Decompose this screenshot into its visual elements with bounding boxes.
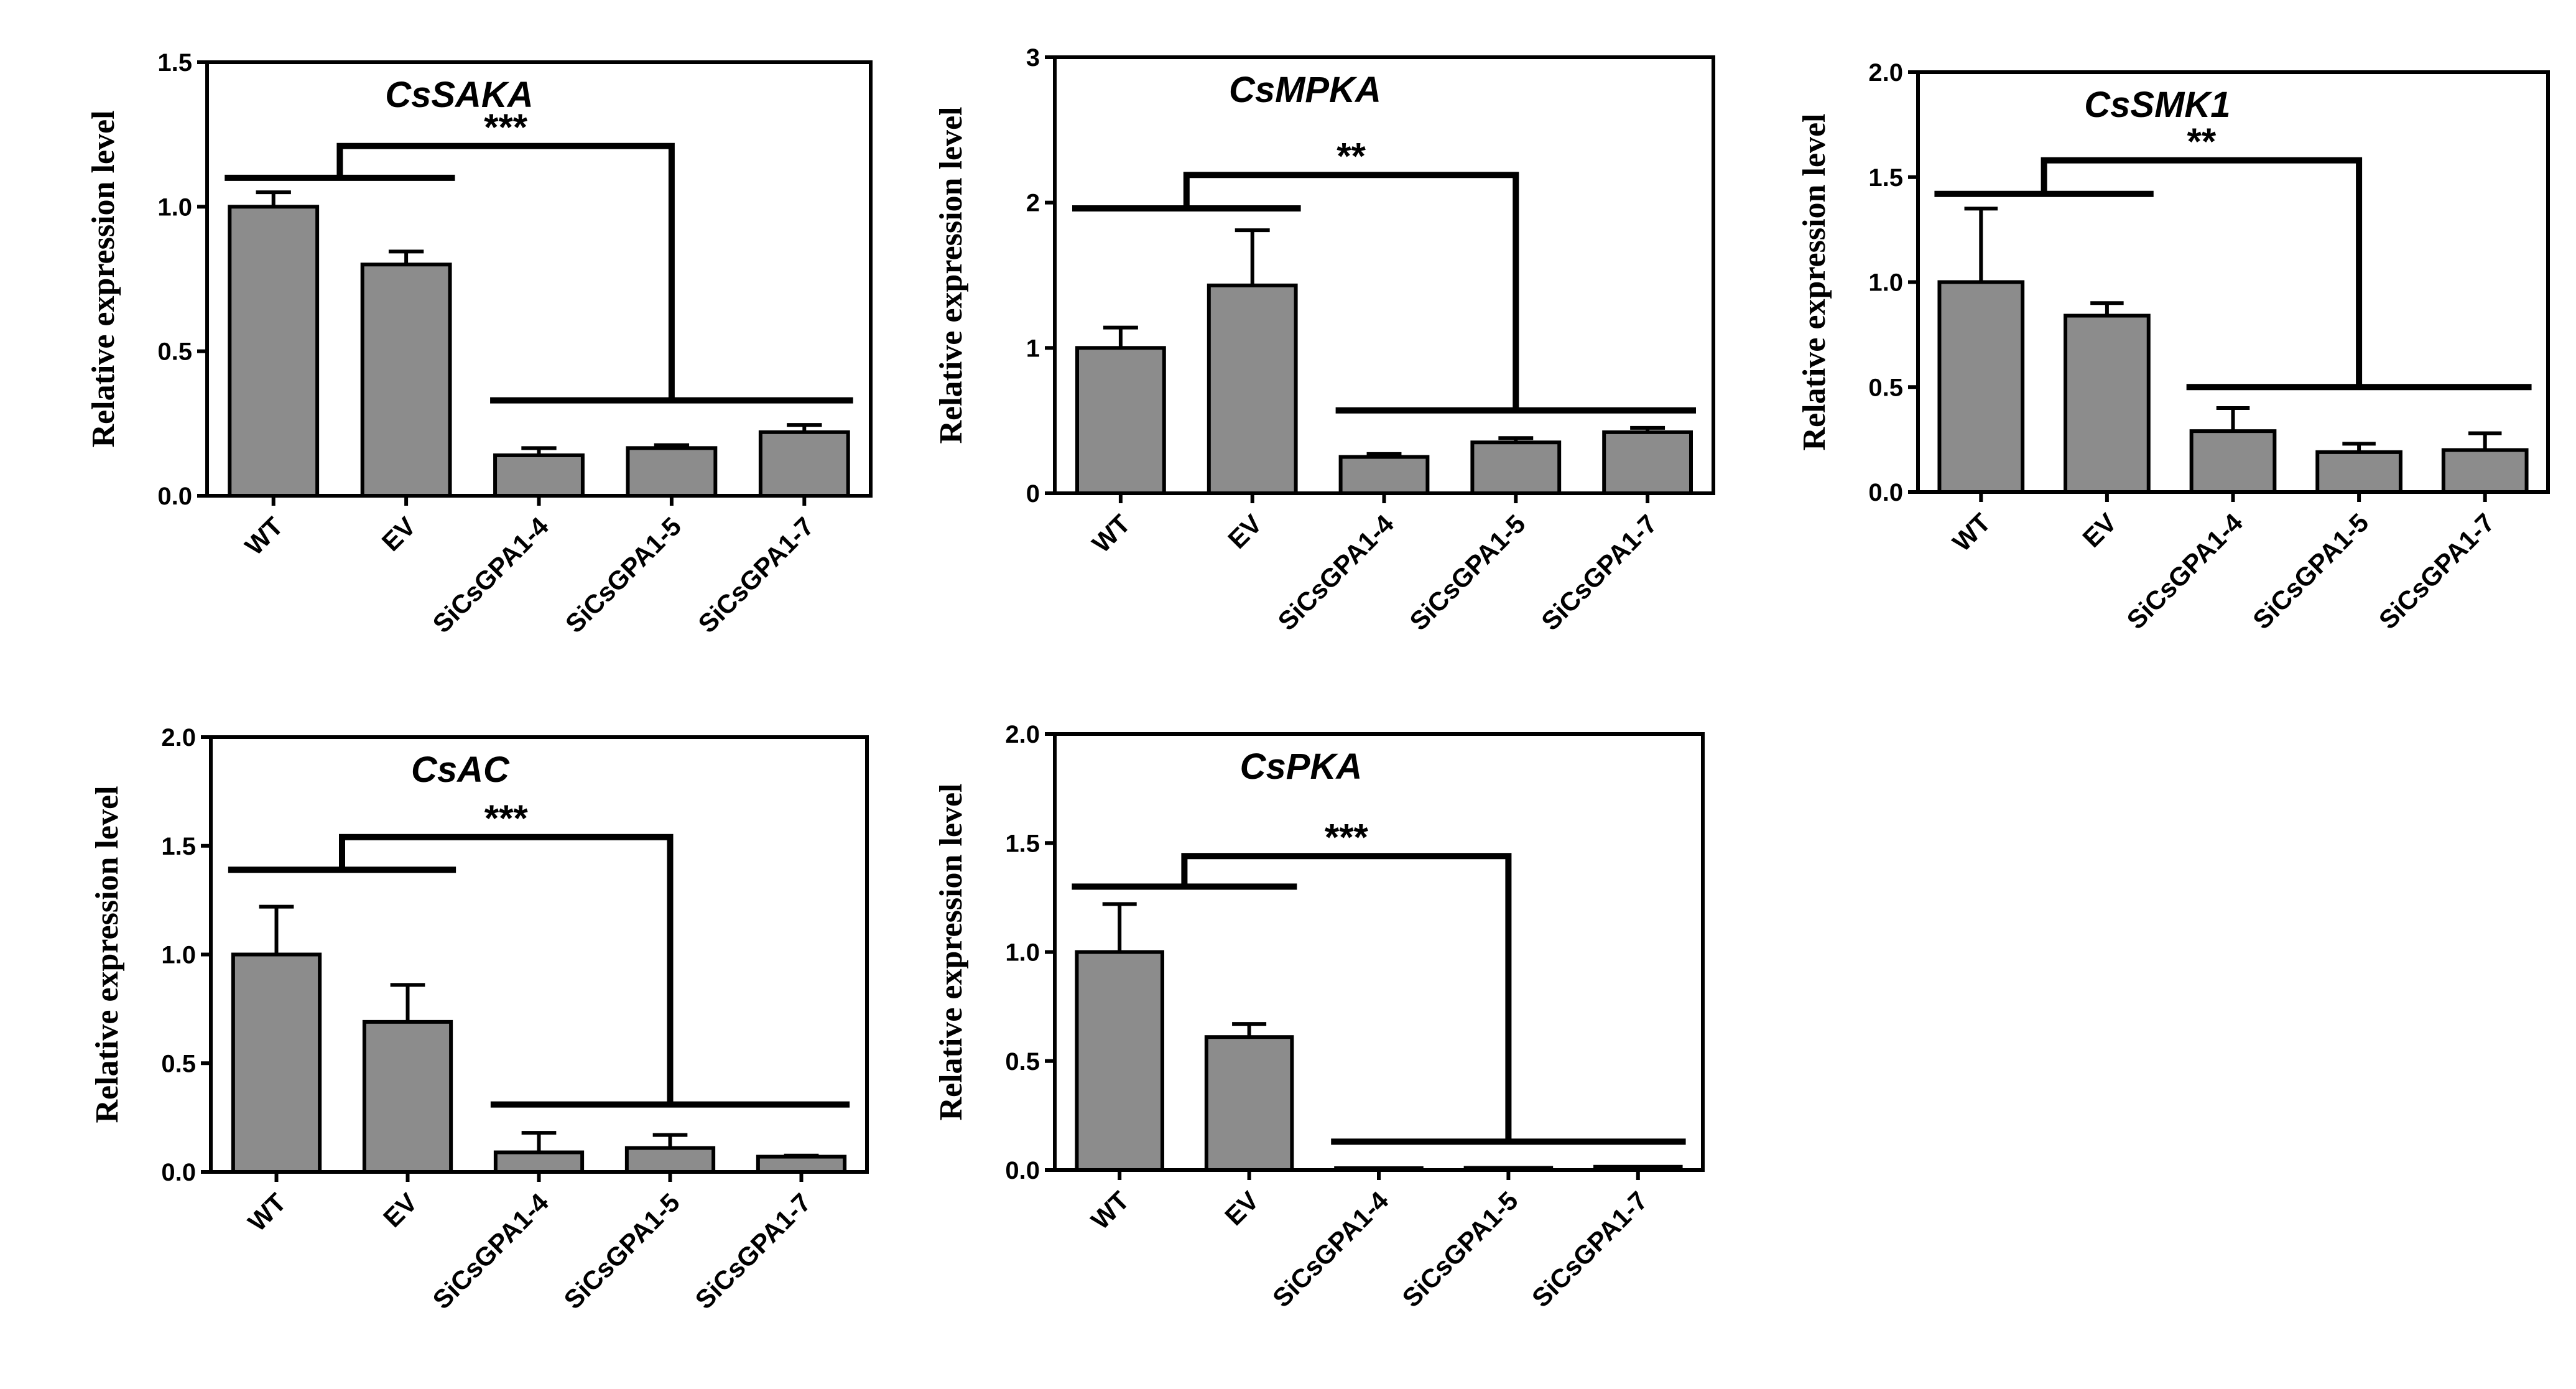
x-tick-label-wt: WT <box>239 511 289 561</box>
chart-panel-5: 0.0 0.5 1.0 1.5 2.0 WT EV SiCsGPA1-4 SiCsGPA1-5 S… <box>934 721 1705 1313</box>
y-tick-label: 1.5 <box>1868 164 1903 192</box>
y-tick-label: 1.5 <box>161 833 196 860</box>
panel-title: CsSMK1 <box>2084 85 2230 125</box>
y-tick-label: 1.0 <box>1005 939 1040 967</box>
x-tick-label-sicsgpa1-5: SiCsGPA1-5 <box>1396 1186 1523 1312</box>
y-tick-label: 2.0 <box>1005 721 1040 748</box>
bar-wt <box>231 952 322 1174</box>
x-tick-label-sicsgpa1-5: SiCsGPA1-5 <box>560 511 687 638</box>
y-tick-label: 1.0 <box>1868 269 1903 297</box>
bar-wt <box>1075 346 1166 495</box>
y-axis-label: Relative expression level <box>86 110 121 447</box>
chart-panel-4: 0.0 0.5 1.0 1.5 2.0 WT EV SiCsGPA1-4 SiCsGPA1-5 S… <box>90 724 869 1315</box>
x-tick-label-wt: WT <box>242 1187 292 1237</box>
x-tick-label-sicsgpa1-7: SiCsGPA1-7 <box>1526 1186 1653 1312</box>
y-tick-label: 2.0 <box>1868 59 1903 86</box>
bar-ev <box>1204 1035 1294 1172</box>
y-tick-label: 0.5 <box>161 1050 196 1077</box>
x-tick-label-ev: EV <box>2077 508 2122 553</box>
x-tick-label-sicsgpa1-4: SiCsGPA1-4 <box>427 1187 555 1315</box>
y-axis-label: Relative expression level <box>1797 113 1832 450</box>
x-tick-label-wt: WT <box>1947 508 1996 557</box>
y-axis-label: Relative expression level <box>934 106 969 444</box>
y-tick-label: 0.5 <box>157 338 192 366</box>
y-tick-label: 1.5 <box>157 49 192 77</box>
y-tick-label: 3 <box>1026 44 1040 72</box>
x-tick-label-sicsgpa1-7: SiCsGPA1-7 <box>1536 509 1662 636</box>
significance-bracket <box>2041 157 2363 388</box>
y-tick-label: 1 <box>1026 335 1040 362</box>
bar-sicsgpa1-5 <box>626 446 718 498</box>
x-tick-label-sicsgpa1-7: SiCsGPA1-7 <box>2373 508 2500 634</box>
y-tick-label: 1.5 <box>1005 830 1040 857</box>
panel-title: CsMPKA <box>1229 70 1381 110</box>
significance-label: ** <box>1337 135 1366 177</box>
bar-sicsgpa1-4 <box>2189 429 2277 494</box>
bar-ev <box>1207 283 1298 495</box>
panel-title: CsPKA <box>1240 746 1363 787</box>
chart-panel-2: 0 1 2 3 WT EV SiCsGPA1-4 SiCsGPA1-5 SiCsGPA1-7 Re… <box>934 44 1715 636</box>
y-tick-label: 2.0 <box>161 724 196 751</box>
chart-panel-3: 0.0 0.5 1.0 1.5 2.0 WT EVSiCsGPA1-4SiCsGPA1-5S… <box>1797 59 2550 635</box>
x-tick-label-wt: WT <box>1086 509 1136 559</box>
bar-ev <box>2064 314 2151 494</box>
x-tick-label-sicsgpa1-4: SiCsGPA1-4 <box>427 511 555 639</box>
bar-wt <box>1937 280 2025 494</box>
bar-sicsgpa1-7 <box>1602 430 1693 495</box>
bar-ev <box>362 1020 453 1174</box>
bar-wt <box>228 205 320 498</box>
chart-panel-1: 0.0 0.5 1.0 1.5 WT EV SiCsGPA1-4 SiCsGPA1-5 SiCs… <box>86 49 873 639</box>
x-tick-label-sicsgpa1-7: SiCsGPA1-7 <box>692 511 819 638</box>
x-tick-label-sicsgpa1-5: SiCsGPA1-5 <box>1404 509 1531 636</box>
y-tick-label: 0.0 <box>1005 1157 1040 1184</box>
x-tick-label-wt: WT <box>1085 1186 1135 1235</box>
x-tick-label-ev: EV <box>1222 509 1267 554</box>
significance-label: *** <box>484 106 528 148</box>
bar-sicsgpa1-4 <box>1338 455 1430 495</box>
bar-sicsgpa1-4 <box>493 1150 585 1174</box>
y-tick-label: 0.5 <box>1005 1048 1040 1075</box>
x-tick-label-sicsgpa1-5: SiCsGPA1-5 <box>2247 508 2374 634</box>
significance-label: ** <box>2187 121 2216 162</box>
x-tick-label-ev: EV <box>378 1187 423 1233</box>
bar-sicsgpa1-5 <box>2315 450 2402 494</box>
y-tick-label: 0.0 <box>1868 479 1903 506</box>
y-tick-label: 0.0 <box>161 1159 196 1186</box>
significance-bracket <box>1181 853 1512 1142</box>
bar-sicsgpa1-7 <box>756 1154 847 1174</box>
bar-ev <box>360 262 452 498</box>
significance-label: *** <box>484 797 529 839</box>
x-tick-label-sicsgpa1-4: SiCsGPA1-4 <box>1267 1186 1394 1313</box>
x-tick-label-sicsgpa1-4: SiCsGPA1-4 <box>1272 509 1400 636</box>
significance-bracket <box>336 142 675 401</box>
y-axis-label: Relative expression level <box>90 786 125 1123</box>
x-tick-label-ev: EV <box>376 511 422 557</box>
bar-sicsgpa1-7 <box>758 430 850 498</box>
x-tick-label-sicsgpa1-7: SiCsGPA1-7 <box>690 1187 817 1314</box>
bar-sicsgpa1-5 <box>1470 440 1562 496</box>
y-axis-label: Relative expression level <box>934 783 969 1120</box>
significance-label: *** <box>1325 816 1369 858</box>
x-tick-label-ev: EV <box>1219 1186 1264 1231</box>
y-tick-label: 0.5 <box>1868 374 1903 401</box>
x-tick-label-sicsgpa1-4: SiCsGPA1-4 <box>2121 508 2249 635</box>
bar-sicsgpa1-4 <box>493 453 585 498</box>
significance-bracket <box>1183 172 1519 411</box>
bar-wt <box>1075 950 1164 1172</box>
y-tick-label: 1.0 <box>161 942 196 969</box>
bar-sicsgpa1-7 <box>2441 448 2529 494</box>
y-tick-label: 1.0 <box>157 193 192 221</box>
significance-bracket <box>339 834 674 1105</box>
x-tick-label-sicsgpa1-5: SiCsGPA1-5 <box>558 1187 685 1314</box>
panel-title: CsSAKA <box>385 75 534 115</box>
y-tick-label: 2 <box>1026 190 1040 217</box>
y-tick-label: 0.0 <box>157 483 192 510</box>
y-tick-label: 0 <box>1026 480 1040 508</box>
bar-sicsgpa1-5 <box>624 1146 716 1174</box>
panel-title: CsAC <box>411 750 510 790</box>
